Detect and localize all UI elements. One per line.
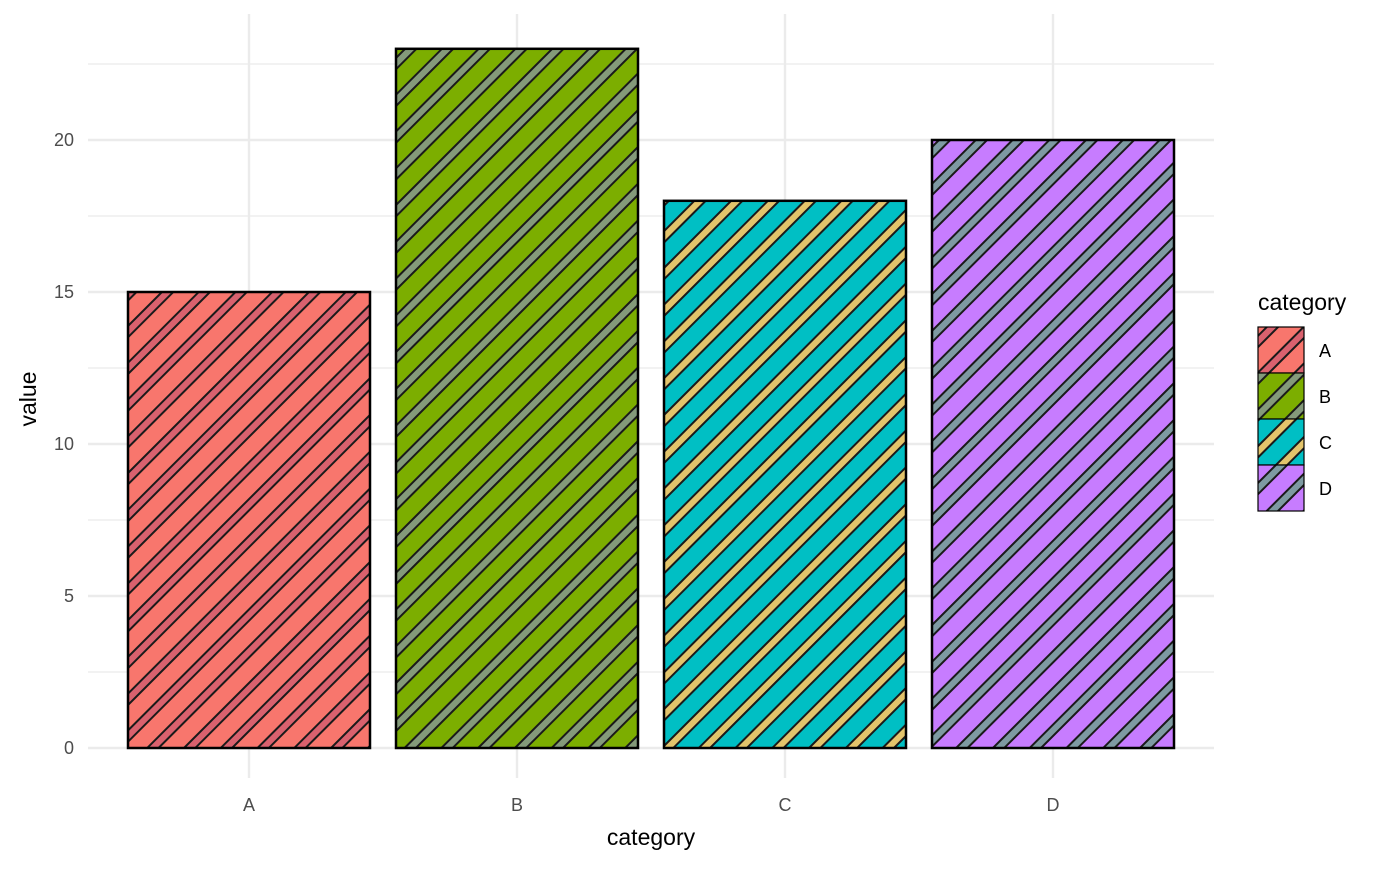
x-axis-title: category — [607, 824, 696, 850]
x-tick-label: D — [1047, 795, 1060, 815]
legend-key-b — [1257, 372, 1305, 420]
x-tick-label: B — [511, 795, 523, 815]
y-tick-label: 5 — [64, 586, 74, 606]
legend-key-a — [1257, 326, 1305, 374]
y-axis-title: value — [15, 372, 41, 427]
legend-item-d: D — [1257, 464, 1332, 512]
y-axis-tick-labels: 0 5 10 15 20 — [54, 130, 74, 758]
legend-key-d — [1257, 464, 1305, 512]
x-axis-tick-labels: A B C D — [243, 795, 1060, 815]
legend-label: C — [1319, 433, 1332, 453]
y-tick-label: 20 — [54, 130, 74, 150]
legend-label: B — [1319, 387, 1331, 407]
bar-a — [126, 290, 372, 750]
bar-d — [930, 138, 1176, 750]
x-tick-label: A — [243, 795, 255, 815]
legend-item-a: A — [1257, 326, 1331, 374]
legend-label: A — [1319, 341, 1331, 361]
legend: category A B C D — [1257, 289, 1347, 512]
bars — [126, 47, 1176, 750]
legend-items: A B C D — [1257, 326, 1332, 512]
bar-c — [662, 199, 908, 750]
y-tick-label: 15 — [54, 282, 74, 302]
legend-item-c: C — [1257, 418, 1332, 466]
y-tick-label: 10 — [54, 434, 74, 454]
y-tick-label: 0 — [64, 738, 74, 758]
legend-label: D — [1319, 479, 1332, 499]
legend-item-b: B — [1257, 372, 1331, 420]
bar-b — [394, 47, 640, 750]
legend-title: category — [1258, 289, 1347, 315]
legend-key-c — [1257, 418, 1305, 466]
x-tick-label: C — [779, 795, 792, 815]
